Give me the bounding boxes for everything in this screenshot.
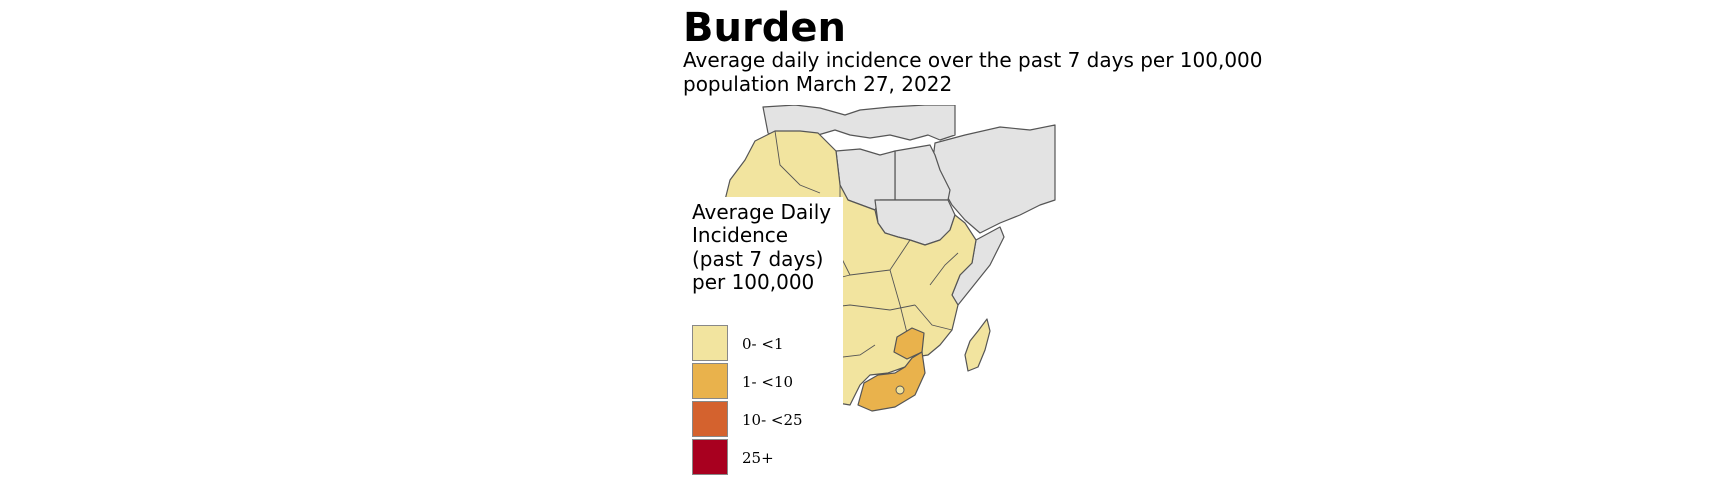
- legend-label: 1- <10: [742, 373, 794, 391]
- legend-label: 0- <1: [742, 335, 784, 353]
- region-south-africa: [857, 351, 926, 412]
- legend-swatch: [692, 439, 728, 475]
- legend-item: 1- <10: [692, 363, 842, 401]
- legend-swatch: [692, 325, 728, 361]
- legend-swatch: [692, 363, 728, 399]
- map-legend: Average Daily Incidence (past 7 days) pe…: [683, 197, 843, 480]
- legend-swatch: [692, 401, 728, 437]
- region-lesotho: [895, 385, 905, 395]
- legend-label: 25+: [742, 449, 774, 467]
- region-madagascar: [964, 318, 991, 372]
- map-subtitle: Average daily incidence over the past 7 …: [683, 48, 1263, 96]
- legend-item: 0- <1: [692, 325, 842, 363]
- map-title: Burden: [683, 5, 846, 51]
- legend-item: 25+: [692, 439, 842, 477]
- legend-label: 10- <25: [742, 411, 803, 429]
- legend-title: Average Daily Incidence (past 7 days) pe…: [692, 200, 832, 295]
- legend-item: 10- <25: [692, 401, 842, 439]
